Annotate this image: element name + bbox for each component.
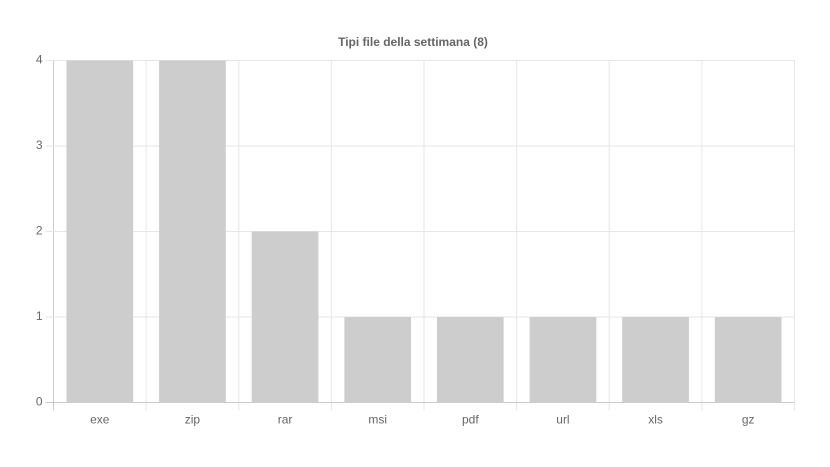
bar: [436, 317, 504, 403]
x-tick-label: xls: [648, 413, 663, 427]
y-tick-label: 1: [36, 309, 43, 323]
bar: [529, 317, 597, 403]
x-tick-label: msi: [368, 413, 387, 427]
y-tick-label: 0: [36, 395, 43, 409]
x-tick-label: pdf: [462, 413, 479, 427]
chart-title: Tipi file della settimana (8): [338, 35, 488, 49]
y-tick-label: 2: [36, 224, 43, 238]
bar: [344, 317, 412, 403]
bar: [159, 60, 226, 403]
x-tick-label: rar: [278, 413, 293, 427]
x-tick-label: gz: [742, 413, 755, 427]
x-tick-label: zip: [185, 413, 201, 427]
y-tick-label: 3: [36, 138, 43, 152]
bar: [622, 317, 689, 403]
x-tick-label: url: [556, 413, 569, 427]
bar: [251, 231, 319, 403]
x-tick-label: exe: [90, 413, 110, 427]
y-tick-label: 4: [36, 53, 43, 67]
bar: [714, 317, 782, 403]
bar: [66, 60, 134, 403]
